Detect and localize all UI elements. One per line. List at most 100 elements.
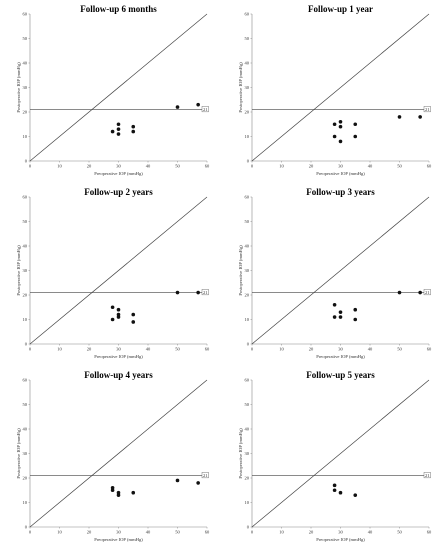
data-point — [110, 305, 115, 310]
scatter-plot: 0 10 20 30 40 50 60 0 10 20 30 40 50 60 21 Follow-up 2 … — [16, 187, 210, 359]
y-tick-label: 60 — [245, 12, 250, 17]
data-point — [332, 483, 337, 488]
x-tick-label: 50 — [175, 347, 180, 352]
data-point — [332, 488, 337, 493]
x-tick-label: 50 — [397, 164, 402, 169]
chart-panel-1: 0 10 20 30 40 50 60 0 10 20 30 40 50 60 21 Follow-up 6 … — [0, 0, 222, 183]
x-tick-label: 20 — [309, 164, 314, 169]
data-point — [353, 122, 358, 127]
y-tick-label: 30 — [23, 85, 28, 90]
x-tick-label: 10 — [57, 164, 62, 169]
y-tick-label: 0 — [247, 342, 250, 347]
x-tick-label: 50 — [397, 347, 402, 352]
data-point — [175, 105, 180, 109]
x-tick-label: 0 — [251, 347, 254, 352]
scatter-plot: 0 10 20 30 40 50 60 0 10 20 30 40 50 60 21 Follow-up 5 … — [238, 370, 432, 542]
data-point — [338, 124, 343, 129]
identity-line — [251, 379, 430, 528]
reference-label-box — [201, 472, 209, 479]
data-point — [116, 127, 121, 131]
y-tick-label: 10 — [23, 317, 28, 322]
reference-label-box — [201, 106, 209, 113]
data-point — [196, 102, 200, 107]
y-tick-label: 0 — [25, 525, 28, 530]
data-point — [332, 315, 337, 319]
data-point — [338, 310, 343, 314]
x-tick-label: 30 — [338, 530, 343, 535]
y-tick-label: 10 — [245, 500, 250, 505]
y-tick-label: 60 — [23, 378, 28, 383]
x-tick-label: 60 — [427, 164, 432, 169]
y-tick-label: 60 — [245, 195, 250, 200]
data-point — [116, 490, 121, 495]
data-point — [196, 481, 200, 485]
data-point — [332, 122, 337, 127]
y-tick-label: 40 — [245, 61, 250, 66]
chart-title: Follow-up 6 months — [80, 4, 157, 14]
x-tick-label: 60 — [427, 530, 432, 535]
x-tick-label: 60 — [205, 347, 210, 352]
y-tick-label: 30 — [245, 268, 250, 273]
data-point — [338, 490, 343, 495]
reference-label-box — [423, 289, 431, 296]
chart-title: Follow-up 3 years — [306, 187, 375, 197]
data-point — [116, 132, 121, 136]
x-tick-label: 40 — [368, 164, 373, 169]
x-tick-label: 20 — [87, 530, 92, 535]
x-tick-label: 50 — [175, 530, 180, 535]
data-point — [110, 486, 115, 490]
x-tick-label: 20 — [309, 347, 314, 352]
y-tick-label: 20 — [23, 110, 28, 115]
y-tick-label: 20 — [245, 110, 250, 115]
x-tick-label: 0 — [29, 347, 32, 352]
x-axis-label: Preoperative IOP (mmHg) — [316, 171, 365, 176]
x-tick-label: 60 — [205, 530, 210, 535]
data-point — [418, 290, 422, 295]
y-tick-label: 50 — [23, 36, 28, 41]
y-tick-label: 10 — [245, 317, 250, 322]
chart-title: Follow-up 2 years — [84, 187, 153, 197]
reference-label: 21 — [425, 107, 430, 112]
x-tick-label: 10 — [279, 347, 284, 352]
y-tick-label: 0 — [247, 159, 250, 164]
identity-line — [29, 13, 208, 162]
y-tick-label: 10 — [23, 500, 28, 505]
y-tick-label: 60 — [23, 195, 28, 200]
x-axis-label: Preoperative IOP (mmHg) — [316, 537, 365, 542]
x-tick-label: 10 — [279, 530, 284, 535]
x-tick-label: 20 — [309, 530, 314, 535]
x-tick-label: 40 — [146, 164, 151, 169]
x-tick-label: 30 — [338, 164, 343, 169]
y-axis-label: Postoperative IOP (mmHg) — [16, 428, 21, 479]
data-point — [332, 303, 337, 307]
data-point — [116, 307, 121, 312]
scatter-plot: 0 10 20 30 40 50 60 0 10 20 30 40 50 60 21 Follow-up 6 … — [16, 4, 210, 176]
x-tick-label: 0 — [251, 164, 254, 169]
data-point — [338, 315, 343, 319]
data-point — [353, 317, 358, 322]
data-point — [175, 478, 180, 483]
chart-title: Follow-up 5 years — [306, 370, 375, 380]
y-tick-label: 60 — [23, 12, 28, 17]
y-tick-label: 20 — [245, 476, 250, 481]
x-axis-label: Preoperative IOP (mmHg) — [94, 537, 143, 542]
x-axis-label: Preoperative IOP (mmHg) — [94, 354, 143, 359]
reference-label: 21 — [203, 473, 208, 478]
data-point — [131, 312, 136, 317]
y-tick-label: 40 — [23, 244, 28, 249]
y-tick-label: 0 — [25, 342, 28, 347]
identity-line — [251, 196, 430, 345]
y-tick-label: 30 — [245, 85, 250, 90]
y-tick-label: 60 — [245, 378, 250, 383]
data-point — [131, 124, 136, 129]
y-tick-label: 20 — [23, 293, 28, 298]
x-tick-label: 10 — [57, 530, 62, 535]
y-tick-label: 10 — [245, 134, 250, 139]
y-tick-label: 40 — [23, 427, 28, 432]
chart-panel-6: 0 10 20 30 40 50 60 0 10 20 30 40 50 60 21 Follow-up 5 … — [222, 366, 444, 549]
scatter-plot: 0 10 20 30 40 50 60 0 10 20 30 40 50 60 21 Follow-up 4 … — [16, 370, 210, 542]
x-tick-label: 30 — [116, 530, 121, 535]
y-tick-label: 50 — [23, 219, 28, 224]
y-axis-label: Postoperative IOP (mmHg) — [238, 428, 243, 479]
y-axis-label: Postoperative IOP (mmHg) — [16, 62, 21, 113]
